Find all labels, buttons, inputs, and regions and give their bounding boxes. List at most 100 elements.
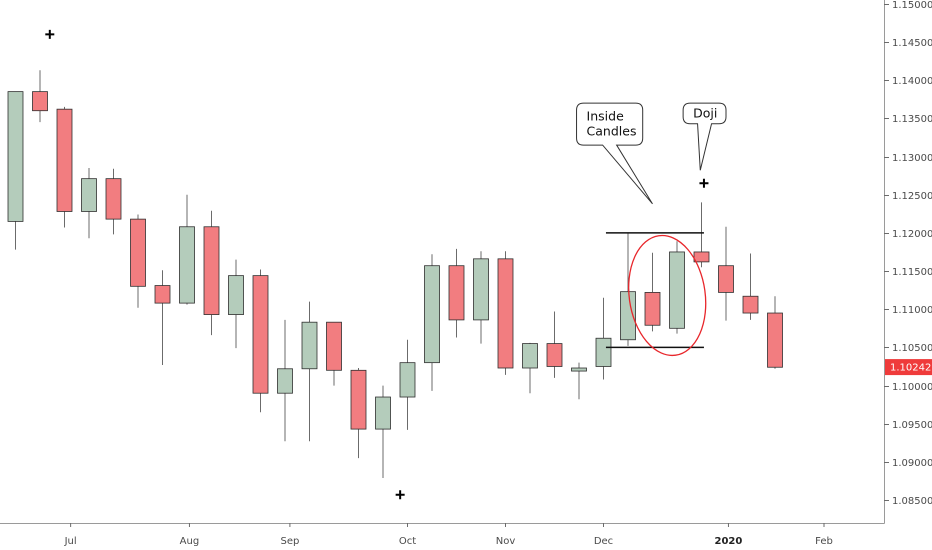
y-tick-label: 1.13500 [892, 114, 932, 125]
callout-text: Candles [587, 124, 637, 139]
x-tick-label: Feb [815, 536, 833, 547]
candle-body [350, 369, 367, 430]
candle-body [595, 337, 612, 367]
candle-body [301, 321, 318, 370]
candle [424, 254, 440, 391]
y-tick-label: 1.12000 [892, 229, 932, 240]
candle-body [252, 275, 269, 394]
candle [595, 297, 612, 380]
candle-body [424, 265, 440, 364]
y-tick-label: 1.09500 [892, 420, 932, 431]
cross-marker [395, 490, 405, 500]
cross-marker [45, 29, 55, 39]
candle [81, 167, 97, 239]
candle-body [620, 291, 636, 341]
candles [7, 70, 783, 478]
candle [252, 269, 269, 413]
candle [571, 362, 587, 400]
callout: Doji [682, 102, 727, 171]
y-axis-ticks: 1.15000 1.14500 1.14000 1.13500 1.13000 1.125… [884, 0, 932, 507]
callout-bubble [576, 102, 653, 205]
candle [497, 251, 514, 375]
candle-body [154, 285, 171, 304]
candle-body [718, 265, 734, 293]
candle [546, 311, 563, 378]
candle-body [571, 367, 587, 372]
candle-body [56, 108, 73, 212]
candle [448, 248, 465, 338]
candle [228, 259, 244, 349]
candle-body [448, 265, 465, 321]
candle-body [399, 362, 416, 398]
callout-text: Inside [587, 109, 625, 124]
candle-body [277, 368, 293, 394]
y-tick-label: 1.09000 [892, 458, 932, 469]
candle-body [179, 226, 195, 304]
candle [644, 252, 661, 332]
candle [473, 251, 489, 344]
candle-body [326, 321, 342, 371]
candle [375, 385, 391, 478]
candle-body [497, 258, 514, 369]
candle-body [130, 218, 146, 287]
candle [154, 270, 171, 365]
candle [350, 368, 367, 459]
y-tick-label: 1.12500 [892, 191, 932, 202]
candle [179, 194, 195, 305]
candle [718, 226, 734, 321]
candle-body [473, 258, 489, 321]
candle [693, 202, 710, 268]
candle [522, 342, 538, 394]
candle-body [644, 292, 661, 326]
y-tick-label: 1.11000 [892, 305, 932, 316]
candle-body [767, 312, 783, 368]
candle-body [81, 178, 97, 212]
highlight-ellipse [628, 234, 707, 357]
candle [56, 106, 73, 228]
x-tick-label: Dec [594, 536, 613, 547]
y-tick-label: 1.10000 [892, 382, 932, 393]
x-tick-label: 2020 [715, 536, 743, 547]
y-tick-label: 1.14000 [892, 76, 932, 87]
x-tick-label: Jul [64, 536, 77, 547]
y-tick-label: 1.10500 [892, 343, 932, 354]
candle-body [203, 226, 220, 315]
candle-body [7, 91, 24, 222]
x-tick-label: Aug [180, 536, 200, 547]
candle [301, 301, 318, 442]
last-price-label: 1.10242 [890, 363, 931, 374]
candle-body [742, 295, 759, 314]
y-tick-label: 1.13000 [892, 153, 932, 164]
candle [767, 296, 783, 369]
last-price-badge [885, 359, 932, 376]
candle [326, 321, 342, 386]
candle-body [228, 275, 244, 315]
y-tick-label: 1.08500 [892, 496, 932, 507]
candle [203, 210, 220, 336]
callout-bubble [682, 102, 727, 171]
candle [7, 91, 24, 250]
x-tick-label: Nov [496, 536, 516, 547]
candle [742, 253, 759, 320]
candle [399, 339, 416, 430]
x-tick-label: Sep [280, 536, 299, 547]
candle [277, 319, 293, 442]
candle [669, 241, 685, 334]
candle-body [546, 343, 563, 367]
candle-body [105, 178, 122, 220]
candle-body [693, 251, 710, 263]
candle [130, 214, 146, 308]
x-tick-label: Oct [399, 536, 416, 547]
y-tick-label: 1.11500 [892, 267, 932, 278]
candle [105, 168, 122, 235]
candle-body [32, 91, 48, 112]
y-tick-label: 1.14500 [892, 38, 932, 49]
candle-body [669, 251, 685, 329]
candle-body [375, 396, 391, 430]
candle [32, 70, 48, 123]
candle-body [522, 343, 538, 369]
callout-text: Doji [693, 105, 717, 120]
